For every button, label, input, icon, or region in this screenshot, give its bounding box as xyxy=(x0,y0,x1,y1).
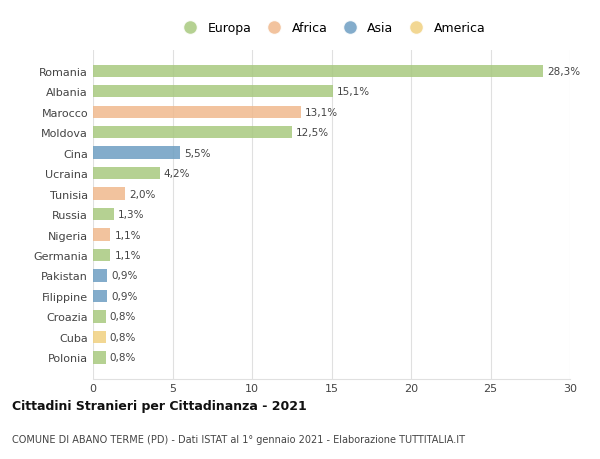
Bar xyxy=(93,270,107,282)
Bar xyxy=(93,168,160,180)
Text: 28,3%: 28,3% xyxy=(547,67,580,77)
Bar xyxy=(93,290,107,302)
Text: 13,1%: 13,1% xyxy=(305,107,338,118)
Text: 4,2%: 4,2% xyxy=(164,169,190,179)
Text: 5,5%: 5,5% xyxy=(184,148,211,158)
Text: 2,0%: 2,0% xyxy=(129,189,155,199)
Bar xyxy=(93,65,543,78)
Text: 0,8%: 0,8% xyxy=(110,312,136,322)
Bar xyxy=(93,127,292,139)
Bar xyxy=(93,147,181,159)
Bar xyxy=(93,188,125,200)
Text: 0,9%: 0,9% xyxy=(111,291,137,301)
Bar xyxy=(93,229,110,241)
Text: Cittadini Stranieri per Cittadinanza - 2021: Cittadini Stranieri per Cittadinanza - 2… xyxy=(12,399,307,412)
Text: 1,3%: 1,3% xyxy=(118,210,144,219)
Text: 0,8%: 0,8% xyxy=(110,332,136,342)
Legend: Europa, Africa, Asia, America: Europa, Africa, Asia, America xyxy=(173,17,490,40)
Text: 12,5%: 12,5% xyxy=(296,128,329,138)
Bar xyxy=(93,352,106,364)
Bar xyxy=(93,249,110,262)
Text: 1,1%: 1,1% xyxy=(115,230,141,240)
Bar xyxy=(93,106,301,118)
Text: 15,1%: 15,1% xyxy=(337,87,370,97)
Bar xyxy=(93,208,113,221)
Bar xyxy=(93,86,333,98)
Text: COMUNE DI ABANO TERME (PD) - Dati ISTAT al 1° gennaio 2021 - Elaborazione TUTTIT: COMUNE DI ABANO TERME (PD) - Dati ISTAT … xyxy=(12,434,465,444)
Bar xyxy=(93,311,106,323)
Bar xyxy=(93,331,106,343)
Text: 0,9%: 0,9% xyxy=(111,271,137,281)
Text: 0,8%: 0,8% xyxy=(110,353,136,363)
Text: 1,1%: 1,1% xyxy=(115,251,141,260)
